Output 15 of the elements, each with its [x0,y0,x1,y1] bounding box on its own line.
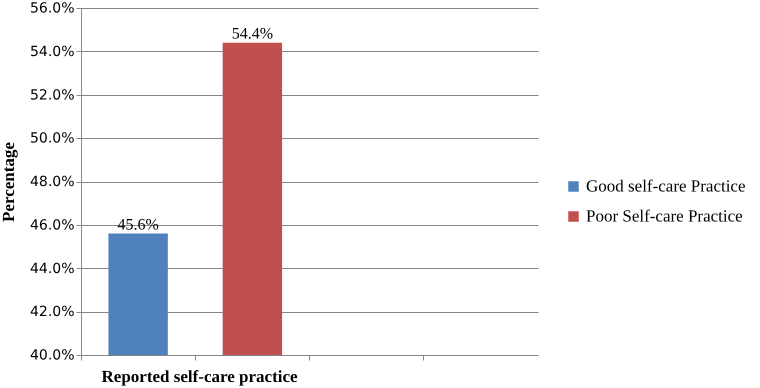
y-tick-label: 48.0% [30,174,74,190]
legend-label: Poor Self-care Practice [586,206,743,226]
y-axis-title: Percentage [0,142,18,222]
data-label: 45.6% [117,216,159,234]
y-tick-label: 42.0% [30,304,74,320]
data-label: 54.4% [232,26,274,43]
y-tick-label: 50.0% [30,130,74,147]
y-tick-label: 44.0% [30,260,74,277]
x-axis-title: Reported self-care practice [102,367,298,386]
y-tick-label: 56.0% [30,0,74,16]
y-tick-label: 40.0% [30,348,74,364]
y-tick-label: 54.0% [30,44,74,60]
legend-label: Good self-care Practice [586,176,746,196]
y-tick-label: 52.0% [30,87,74,104]
y-tick-label: 46.0% [30,217,74,234]
